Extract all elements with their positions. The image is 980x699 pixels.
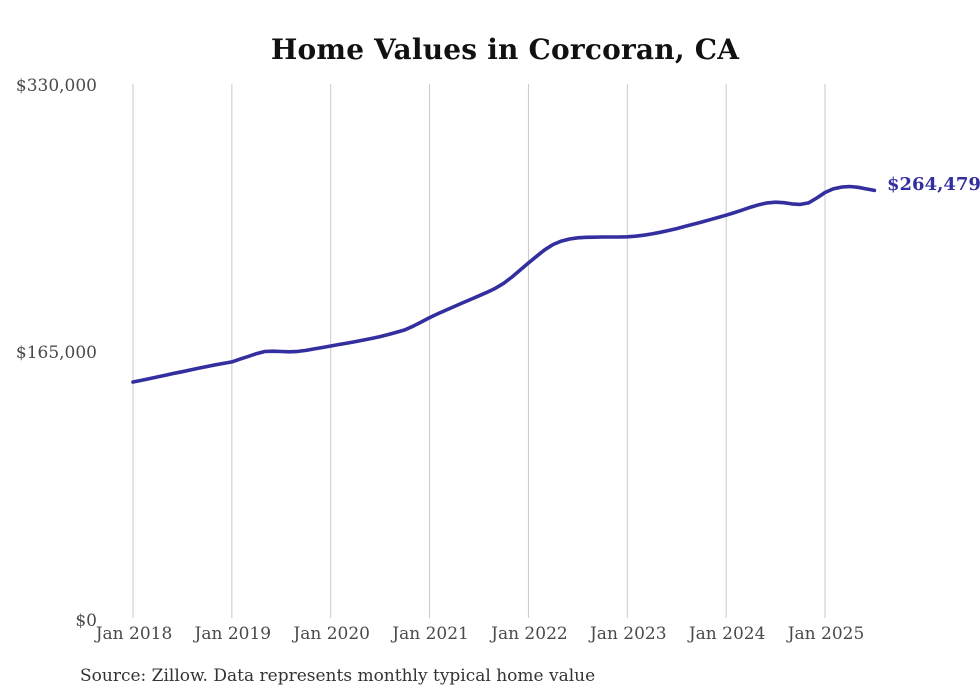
x-axis-label-jan-2023: Jan 2023 [589, 624, 667, 644]
x-axis-label-jan-2018: Jan 2018 [95, 624, 173, 644]
y-axis-label-165000: $165,000 [15, 343, 97, 363]
source-note: Source: Zillow. Data represents monthly … [80, 666, 596, 686]
x-axis-label-jan-2021: Jan 2021 [392, 624, 469, 644]
latest-value-label: $264,479 [887, 174, 980, 195]
x-axis-label-jan-2024: Jan 2024 [688, 624, 766, 644]
y-axis-label-0: $0 [75, 611, 97, 631]
vertical-gridlines [132, 84, 826, 618]
x-axis-label-jan-2025: Jan 2025 [787, 624, 865, 644]
x-axis-label-jan-2019: Jan 2019 [194, 624, 272, 644]
x-axis-label-jan-2020: Jan 2020 [293, 624, 370, 644]
home-value-line [131, 184, 877, 384]
y-axis-label-330000: $330,000 [15, 76, 97, 96]
chart-title: Home Values in Corcoran, CA [270, 33, 740, 66]
x-axis-label-jan-2022: Jan 2022 [491, 624, 568, 644]
